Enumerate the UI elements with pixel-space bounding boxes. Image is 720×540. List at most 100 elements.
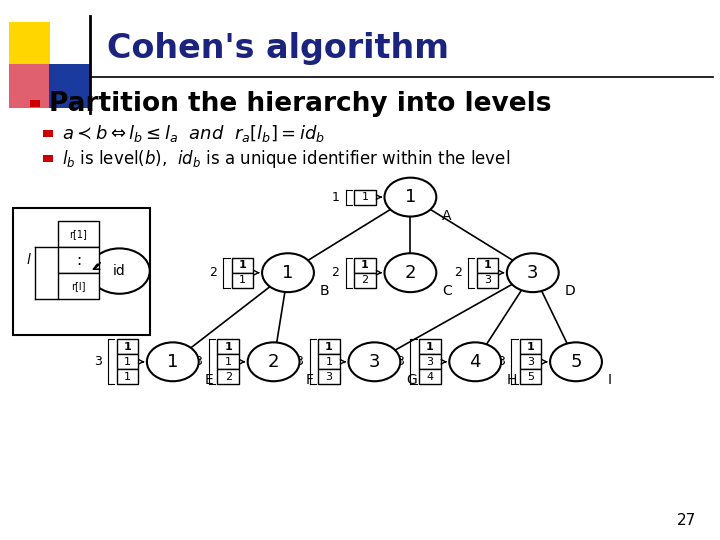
Text: A: A [442,209,451,223]
Bar [318,339,340,354]
Bar [477,258,498,273]
Text: 3: 3 [527,264,539,282]
Bar [117,339,138,354]
Bar [354,273,376,288]
Text: 2: 2 [268,353,279,371]
Circle shape [384,178,436,217]
Bar [58,221,99,247]
Circle shape [89,248,150,294]
Circle shape [507,253,559,292]
Text: 2: 2 [454,266,462,279]
Text: 3: 3 [396,355,404,368]
Bar [58,247,99,273]
Bar [43,156,53,162]
Text: 1: 1 [527,342,534,352]
Text: 4: 4 [426,372,433,382]
Text: Partition the hierarchy into levels: Partition the hierarchy into levels [49,91,552,117]
Bar [419,354,441,369]
Text: 1: 1 [167,353,179,371]
Text: I: I [608,374,612,388]
Text: 3: 3 [527,357,534,367]
Bar [30,100,40,107]
Text: 4: 4 [469,353,481,371]
Text: B: B [320,285,329,299]
Text: E: E [204,374,213,388]
Bar [232,273,253,288]
Text: 3: 3 [369,353,380,371]
Text: :: : [76,253,81,268]
Bar [117,369,138,384]
Text: H: H [507,374,517,388]
Text: 1: 1 [282,264,294,282]
Text: C: C [442,285,452,299]
Text: 1: 1 [325,342,333,352]
Bar [217,339,239,354]
Text: 1: 1 [484,260,491,270]
Text: 5: 5 [570,353,582,371]
Text: 1: 1 [225,357,232,367]
Text: 2: 2 [225,372,232,382]
Text: F: F [305,374,313,388]
Text: 3: 3 [484,275,491,285]
Circle shape [550,342,602,381]
Text: 3: 3 [295,355,303,368]
Text: 1: 1 [405,188,416,206]
Bar [318,369,340,384]
Text: l: l [27,253,31,267]
Text: G: G [406,374,417,388]
Text: 1: 1 [361,192,369,202]
Circle shape [248,342,300,381]
Text: 5: 5 [527,372,534,382]
Bar [13,208,150,335]
Text: 2: 2 [405,264,416,282]
Circle shape [449,342,501,381]
Text: 1: 1 [124,342,131,352]
Text: 27: 27 [677,513,696,528]
Bar [477,273,498,288]
Bar [232,258,253,273]
Circle shape [262,253,314,292]
Circle shape [384,253,436,292]
Circle shape [147,342,199,381]
Bar [217,369,239,384]
Bar [419,369,441,384]
Text: 1: 1 [361,260,369,270]
Text: Cohen's algorithm: Cohen's algorithm [107,32,449,65]
Text: 1: 1 [239,260,246,270]
Text: r[1]: r[1] [70,230,87,239]
Text: 2: 2 [331,266,339,279]
Text: 3: 3 [497,355,505,368]
Text: 3: 3 [426,357,433,367]
Text: 1: 1 [124,357,131,367]
Circle shape [348,342,400,381]
Text: 3: 3 [194,355,202,368]
Bar [354,190,376,205]
Bar [354,258,376,273]
Text: 1: 1 [239,275,246,285]
Bar [419,339,441,354]
Text: 2: 2 [361,275,369,285]
Text: 3: 3 [94,355,102,368]
Bar [43,130,53,137]
Text: id: id [113,264,126,278]
Bar [49,64,91,108]
Text: r[l]: r[l] [71,281,86,291]
Text: D: D [564,285,575,299]
Text: $a \prec b \Leftrightarrow l_b \leq l_a$  and  $r_a[l_b] = id_b$: $a \prec b \Leftrightarrow l_b \leq l_a$… [62,124,325,144]
Text: 1: 1 [225,342,232,352]
Text: 3: 3 [325,372,333,382]
Bar [117,354,138,369]
Text: 1: 1 [325,357,333,367]
Bar [58,273,99,299]
Text: 1: 1 [426,342,433,352]
Bar [520,354,541,369]
Bar [318,354,340,369]
Text: 1: 1 [331,191,339,204]
Text: 2: 2 [209,266,217,279]
Bar [520,339,541,354]
Text: 1: 1 [124,372,131,382]
Bar [520,369,541,384]
Bar [217,354,239,369]
Bar [9,22,50,66]
Text: $l_b$ is level($b$),  $id_b$ is a unique identifier within the level: $l_b$ is level($b$), $id_b$ is a unique … [62,148,510,170]
